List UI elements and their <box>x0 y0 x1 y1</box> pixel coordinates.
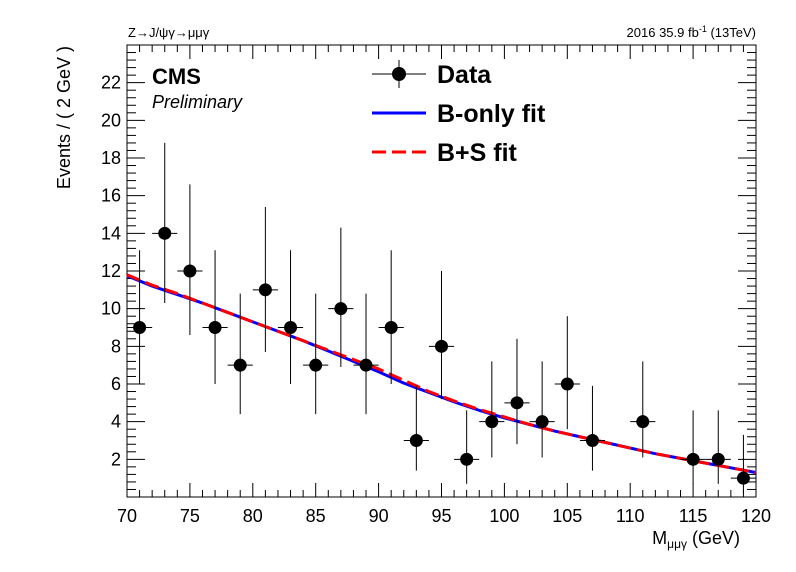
axes-group: 70 75 80 85 90 95 100 105 110 115 120 2 4 6 8 10 12 14 16 1… <box>101 45 771 526</box>
data-point <box>560 377 574 391</box>
y-axis-title: Events / ( 2 GeV ) <box>54 46 74 189</box>
y-tick-label: 20 <box>101 110 121 130</box>
x-tick-label: 75 <box>180 506 200 526</box>
lumi-prefix: 2016 35.9 fb <box>627 25 699 40</box>
x-tick-label: 80 <box>243 506 263 526</box>
x-tick-label: 120 <box>741 506 771 526</box>
data-point <box>409 434 423 447</box>
data-point <box>535 415 549 429</box>
y-tick-label: 22 <box>101 73 121 93</box>
x-tick-label: 100 <box>489 506 519 526</box>
data-point <box>284 321 298 334</box>
y-tick-label: 16 <box>101 186 121 206</box>
y-tick-label: 2 <box>111 449 121 469</box>
y-tick-label: 14 <box>101 223 121 243</box>
status-label: Preliminary <box>152 92 243 112</box>
x-tick-label: 85 <box>306 506 326 526</box>
data-point <box>485 415 499 429</box>
data-points <box>127 142 756 494</box>
experiment-label: CMS <box>152 64 201 89</box>
process-label: Z→J/ψγ→μμγ <box>128 25 210 40</box>
data-point <box>309 358 323 372</box>
data-point <box>510 396 524 410</box>
x-axis-title-main: M <box>652 528 667 548</box>
legend-data-label: Data <box>437 61 492 89</box>
lumi-exponent: -1 <box>699 24 707 34</box>
data-point <box>585 434 599 447</box>
data-point <box>460 452 474 466</box>
data-point <box>158 226 172 240</box>
lumi-label: 2016 35.9 fb-1 (13TeV) <box>627 24 756 40</box>
legend-bs-label: B+S fit <box>437 139 518 167</box>
x-tick-label: 70 <box>117 506 137 526</box>
data-point <box>384 321 398 334</box>
data-point <box>736 471 750 485</box>
data-point <box>233 358 247 372</box>
data-point <box>636 415 650 429</box>
lumi-suffix: (13TeV) <box>707 25 756 40</box>
data-point <box>183 264 197 278</box>
data-point <box>435 339 448 353</box>
y-tick-label: 8 <box>111 336 121 356</box>
data-point <box>258 283 272 297</box>
x-axis-title: Mμμγ (GeV) <box>652 528 740 551</box>
y-tick-label: 4 <box>111 412 121 432</box>
bs-fit-line <box>126 273 757 474</box>
data-point <box>686 452 700 466</box>
legend: Data B-only fit B+S fit <box>372 60 546 167</box>
data-point <box>334 302 348 316</box>
legend-data-marker <box>392 67 406 81</box>
x-axis-title-unit: (GeV) <box>687 528 740 548</box>
x-tick-label: 115 <box>679 506 708 526</box>
data-point <box>711 452 725 466</box>
x-axis-title-sub: μμγ <box>667 537 687 551</box>
y-tick-label: 12 <box>101 261 121 281</box>
x-tick-label: 110 <box>616 506 645 526</box>
y-tick-label: 10 <box>101 299 121 319</box>
data-point <box>359 358 373 372</box>
x-tick-label: 95 <box>431 506 451 526</box>
x-tick-label: 90 <box>369 506 389 526</box>
y-tick-label: 18 <box>101 148 121 168</box>
x-tick-label: 105 <box>552 506 582 526</box>
legend-bonly-label: B-only fit <box>437 100 546 128</box>
y-tick-label: 6 <box>111 374 121 394</box>
data-point <box>133 321 147 334</box>
data-point <box>208 321 222 334</box>
